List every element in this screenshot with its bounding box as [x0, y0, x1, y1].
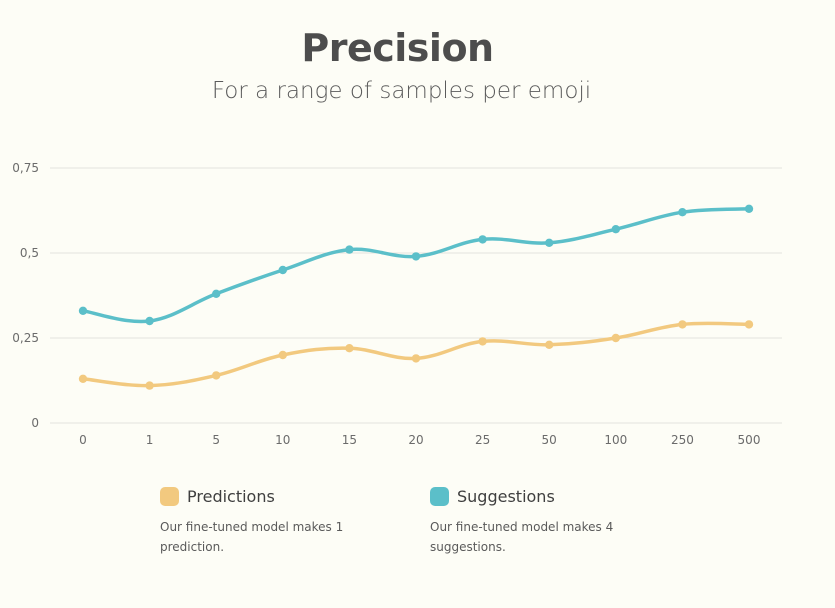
series-line-suggestions: [81, 207, 751, 324]
x-tick-label: 25: [475, 433, 490, 447]
data-point-suggestions: [611, 225, 620, 234]
legend-swatch-predictions: [160, 486, 179, 506]
chart-subtitle: For a range of samples per emoji: [211, 78, 592, 104]
x-tick-label: 0: [79, 433, 87, 447]
y-tick-label: 0,25: [12, 331, 39, 345]
data-point-predictions: [478, 337, 487, 346]
x-tick-label: 20: [408, 433, 423, 447]
data-point-predictions: [78, 374, 88, 383]
y-tick-label: 0,75: [12, 161, 39, 175]
legend-swatch-suggestions: [430, 486, 449, 506]
data-point-predictions: [678, 320, 687, 329]
y-tick-label: 0,5: [20, 246, 39, 260]
data-point-predictions: [611, 333, 620, 343]
legend-label-suggestions: Suggestions: [457, 486, 555, 506]
data-point-suggestions: [545, 238, 554, 247]
y-tick-label: 0: [31, 416, 39, 430]
data-point-suggestions: [678, 208, 687, 217]
data-point-predictions: [145, 381, 154, 390]
data-point-predictions: [411, 354, 421, 363]
legend-item-predictions: Predictions Our fine-tuned model makes 1…: [160, 484, 390, 557]
x-tick-label: 500: [738, 433, 761, 447]
x-tick-label: 15: [342, 433, 357, 447]
legend-description-predictions: Our fine-tuned model makes 1 prediction.: [160, 520, 344, 554]
chart-title: Precision: [301, 26, 494, 70]
x-tick-label: 10: [275, 433, 290, 447]
x-tick-label: 250: [671, 433, 694, 447]
legend-description-suggestions: Our fine-tuned model makes 4 suggestions…: [430, 520, 614, 554]
line-chart: 00,250,50,750 1 5 10 15 20 25 50 100 250 500: [12, 161, 782, 447]
data-point-predictions: [278, 350, 287, 360]
data-point-suggestions: [411, 252, 421, 261]
legend-label-predictions: Predictions: [187, 486, 275, 506]
data-point-predictions: [744, 320, 754, 329]
data-point-suggestions: [345, 245, 354, 254]
data-point-predictions: [345, 344, 354, 353]
data-point-suggestions: [78, 306, 88, 315]
data-point-suggestions: [744, 204, 754, 213]
x-tick-label: 100: [604, 433, 627, 447]
x-tick-label: 5: [212, 433, 220, 447]
data-point-suggestions: [478, 235, 487, 244]
data-point-predictions: [545, 340, 554, 349]
x-tick-label: 50: [542, 433, 557, 447]
data-point-suggestions: [145, 316, 154, 326]
legend-item-suggestions: Suggestions Our fine-tuned model makes 4…: [430, 484, 660, 557]
x-tick-label: 1: [146, 433, 154, 447]
data-point-suggestions: [212, 289, 221, 298]
data-point-suggestions: [278, 265, 287, 275]
data-point-predictions: [212, 371, 221, 380]
